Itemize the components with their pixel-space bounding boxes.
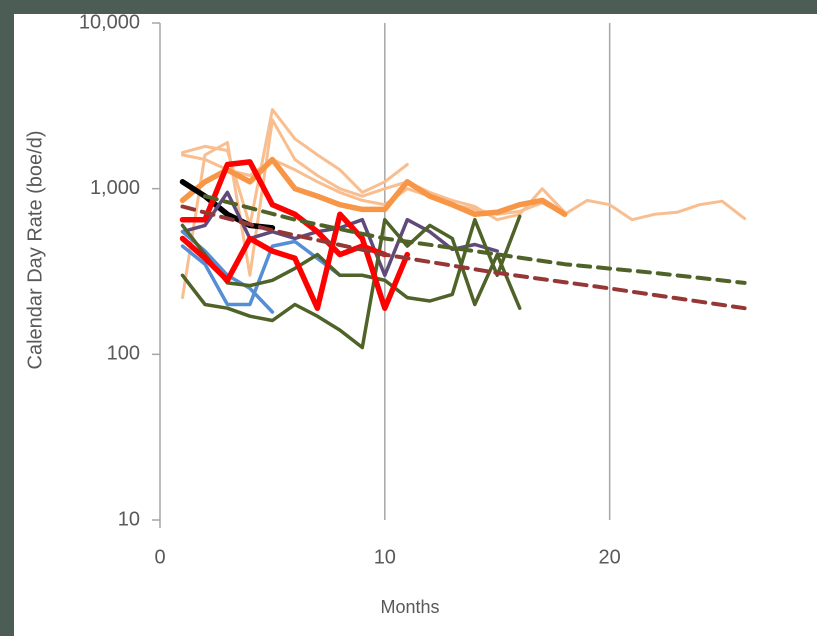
x-tick-label: 10 bbox=[374, 546, 396, 568]
y-tick-label: 1,000 bbox=[90, 177, 140, 199]
x-axis-label: Months bbox=[380, 597, 439, 617]
y-axis-label: Calendar Day Rate (boe/d) bbox=[24, 130, 46, 369]
chart-panel bbox=[14, 14, 817, 636]
chart: Months Calendar Day Rate (boe/d) 10,000 1… bbox=[0, 0, 817, 636]
x-tick-label: 20 bbox=[599, 546, 621, 568]
y-tick-label: 10,000 bbox=[79, 11, 140, 33]
x-tick-label: 0 bbox=[154, 546, 165, 568]
y-tick-label: 10 bbox=[118, 508, 140, 530]
y-tick-label: 100 bbox=[107, 343, 140, 365]
